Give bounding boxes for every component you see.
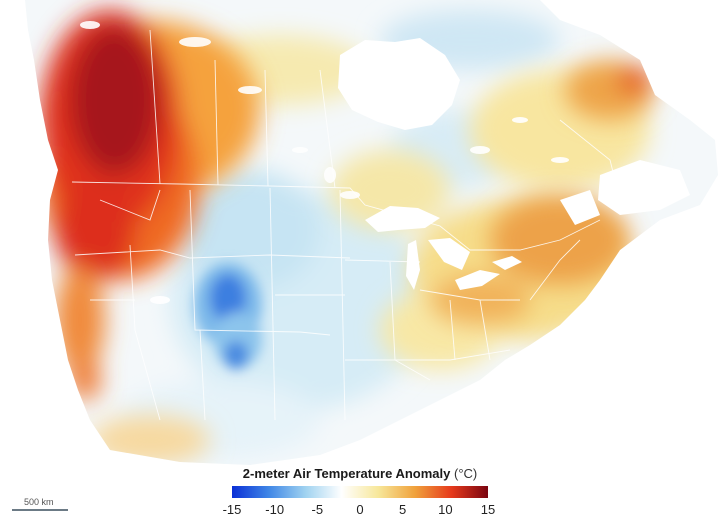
legend-tick-label: 0 bbox=[356, 502, 364, 517]
legend-tick-label: 15 bbox=[480, 502, 496, 517]
inland-lakes bbox=[80, 21, 569, 304]
atlantic-inlets bbox=[560, 160, 690, 225]
legend-tick-label: -5 bbox=[311, 502, 324, 517]
hudson-bay bbox=[338, 38, 460, 130]
legend-tick-label: 5 bbox=[399, 502, 407, 517]
legend-unit: (°C) bbox=[453, 466, 478, 481]
legend-tick-label: 10 bbox=[438, 502, 453, 517]
great-lakes bbox=[365, 206, 522, 290]
legend-tick-label: -10 bbox=[265, 502, 285, 517]
scale-bar-line bbox=[12, 509, 68, 511]
legend-title-text: 2-meter Air Temperature Anomaly bbox=[242, 466, 451, 481]
us-canada-border bbox=[71, 181, 601, 251]
heat-dome-region bbox=[40, 10, 260, 400]
legend-title: 2-meter Air Temperature Anomaly (°C) bbox=[232, 466, 488, 481]
legend-color-bar bbox=[232, 486, 488, 498]
cold-anomaly-core bbox=[194, 263, 262, 369]
legend-tick-label: -15 bbox=[222, 502, 242, 517]
political-boundaries bbox=[71, 29, 621, 421]
scale-bar-label: 500 km bbox=[24, 497, 54, 507]
